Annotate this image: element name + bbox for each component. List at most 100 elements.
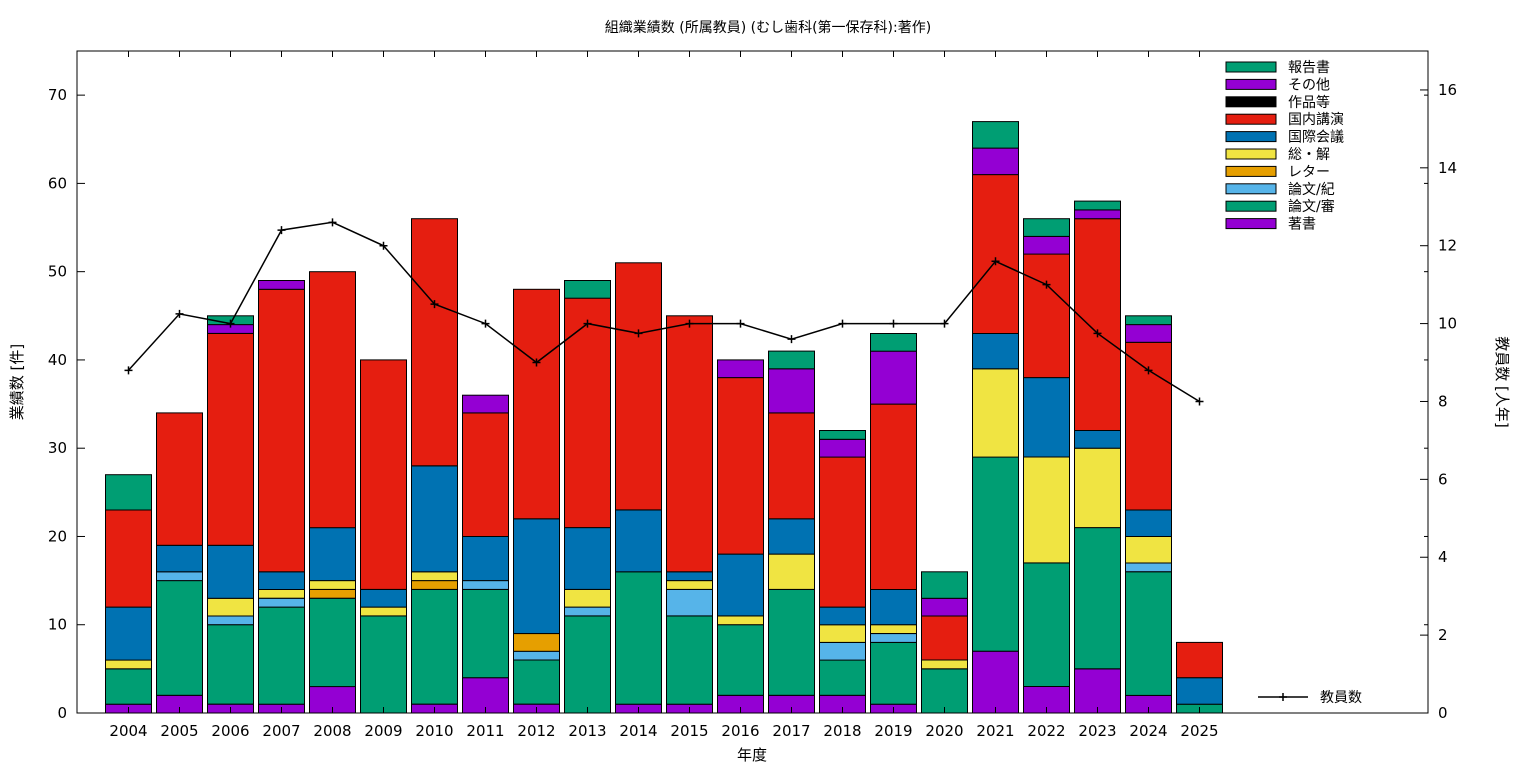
bar-segment-2019-8 — [870, 350, 917, 405]
bar-segment-2022-6 — [1023, 253, 1070, 379]
bar-segment-2006-1 — [207, 624, 254, 705]
legend-label: 著書 — [1288, 217, 1316, 233]
bar-segment-2007-2 — [258, 597, 305, 608]
bar-segment-2011-6 — [462, 412, 509, 537]
line-point-2015 — [685, 319, 694, 328]
legend-label: 総・解 — [1288, 147, 1330, 163]
bar-segment-2024-5 — [1125, 509, 1172, 537]
bar-segment-2015-6 — [666, 315, 713, 573]
legend-label: レター — [1288, 164, 1330, 180]
x-tick-label: 2018 — [823, 722, 861, 740]
bar-segment-2006-6 — [207, 333, 254, 546]
bar-segment-2008-4 — [309, 580, 356, 590]
bars-group — [105, 121, 1223, 714]
bar-segment-2004-5 — [105, 606, 152, 661]
bar-segment-2012-1 — [513, 659, 560, 705]
y2-axis-label: 教員数 [人年] — [1493, 336, 1511, 427]
x-tick-label: 2025 — [1180, 722, 1218, 740]
x-tick-label: 2004 — [109, 722, 147, 740]
bar-segment-2013-4 — [564, 588, 611, 608]
y-tick-label: 40 — [48, 351, 67, 369]
x-tick-label: 2012 — [517, 722, 555, 740]
bar-segment-2022-5 — [1023, 377, 1070, 458]
bar-segment-2013-5 — [564, 527, 611, 590]
bar-segment-2015-5 — [666, 571, 713, 582]
bar-segment-2021-0 — [972, 650, 1019, 714]
x-tick-label: 2011 — [466, 722, 504, 740]
line-point-2010 — [430, 300, 439, 309]
y-tick-label: 20 — [48, 527, 67, 545]
bar-segment-2023-6 — [1074, 218, 1121, 431]
bar-segment-2005-1 — [156, 580, 203, 696]
x-tick-label: 2024 — [1129, 722, 1167, 740]
bar-segment-2010-5 — [411, 465, 458, 573]
bar-segment-2015-1 — [666, 615, 713, 705]
y2-tick-label: 10 — [1438, 315, 1457, 333]
bar-segment-2013-1 — [564, 615, 611, 714]
bar-segment-2024-8 — [1125, 324, 1172, 343]
y-tick-label: 70 — [48, 86, 67, 104]
y-axis-label: 業績数 [件] — [8, 344, 26, 420]
x-tick-label: 2006 — [211, 722, 249, 740]
bar-segment-2011-1 — [462, 588, 509, 679]
bar-segment-2009-6 — [360, 359, 407, 590]
line-point-2009 — [379, 241, 388, 250]
bar-segment-2010-3 — [411, 580, 458, 590]
bar-segment-2016-4 — [717, 615, 764, 626]
bar-segment-2020-1 — [921, 668, 968, 714]
bar-segment-2015-2 — [666, 588, 713, 617]
bar-segment-2022-1 — [1023, 562, 1070, 688]
bar-segment-2024-9 — [1125, 315, 1172, 326]
bar-segment-2019-9 — [870, 333, 917, 352]
x-tick-label: 2007 — [262, 722, 300, 740]
bar-segment-2007-4 — [258, 588, 305, 599]
legend-swatch — [1225, 61, 1277, 73]
legend-label: 論文/紀 — [1288, 182, 1335, 198]
x-tick-label: 2005 — [160, 722, 198, 740]
bar-segment-2004-9 — [105, 474, 152, 511]
bar-segment-2016-5 — [717, 553, 764, 617]
x-tick-label: 2019 — [874, 722, 912, 740]
y-tick-label: 0 — [57, 704, 67, 722]
bar-segment-2017-8 — [768, 368, 815, 414]
x-tick-label: 2013 — [568, 722, 606, 740]
bar-segment-2018-6 — [819, 456, 866, 608]
line-layer — [124, 218, 1204, 406]
bar-segment-2022-8 — [1023, 235, 1070, 255]
bar-segment-2018-4 — [819, 624, 866, 643]
y2-tick-label: 4 — [1438, 548, 1448, 566]
bar-segment-2021-5 — [972, 333, 1019, 370]
bar-segment-2013-2 — [564, 606, 611, 617]
bar-segment-2020-9 — [921, 571, 968, 599]
bar-segment-2012-5 — [513, 518, 560, 634]
y-tick-label: 60 — [48, 174, 67, 192]
bar-segment-2004-4 — [105, 659, 152, 670]
legend-label: 論文/審 — [1288, 199, 1335, 215]
y2-tick-label: 12 — [1438, 237, 1457, 255]
bar-segment-2016-1 — [717, 624, 764, 696]
bar-segment-2007-5 — [258, 571, 305, 590]
bar-segment-2009-4 — [360, 606, 407, 617]
line-point-2021 — [991, 257, 1000, 266]
x-tick-label: 2016 — [721, 722, 759, 740]
bar-segment-2023-9 — [1074, 200, 1121, 211]
y2-axis: 0 2 4 6 8 10 12 14 16 — [1420, 81, 1457, 722]
bar-segment-2008-3 — [309, 588, 356, 599]
bar-segment-2019-4 — [870, 624, 917, 635]
line-point-2004 — [124, 366, 133, 375]
bar-segment-2016-6 — [717, 377, 764, 555]
bar-segment-2020-4 — [921, 659, 968, 670]
bar-segment-2009-5 — [360, 588, 407, 608]
line-series-teachers — [127, 221, 1200, 403]
bar-segment-2011-2 — [462, 580, 509, 590]
bar-segment-2011-8 — [462, 394, 509, 414]
bar-segment-2021-9 — [972, 121, 1019, 149]
x-tick-label: 2008 — [313, 722, 351, 740]
bar-segment-2021-4 — [972, 368, 1019, 458]
x-tick-label: 2009 — [364, 722, 402, 740]
bar-segment-2006-4 — [207, 597, 254, 617]
bar-segment-2017-1 — [768, 588, 815, 696]
bar-segment-2015-4 — [666, 580, 713, 590]
